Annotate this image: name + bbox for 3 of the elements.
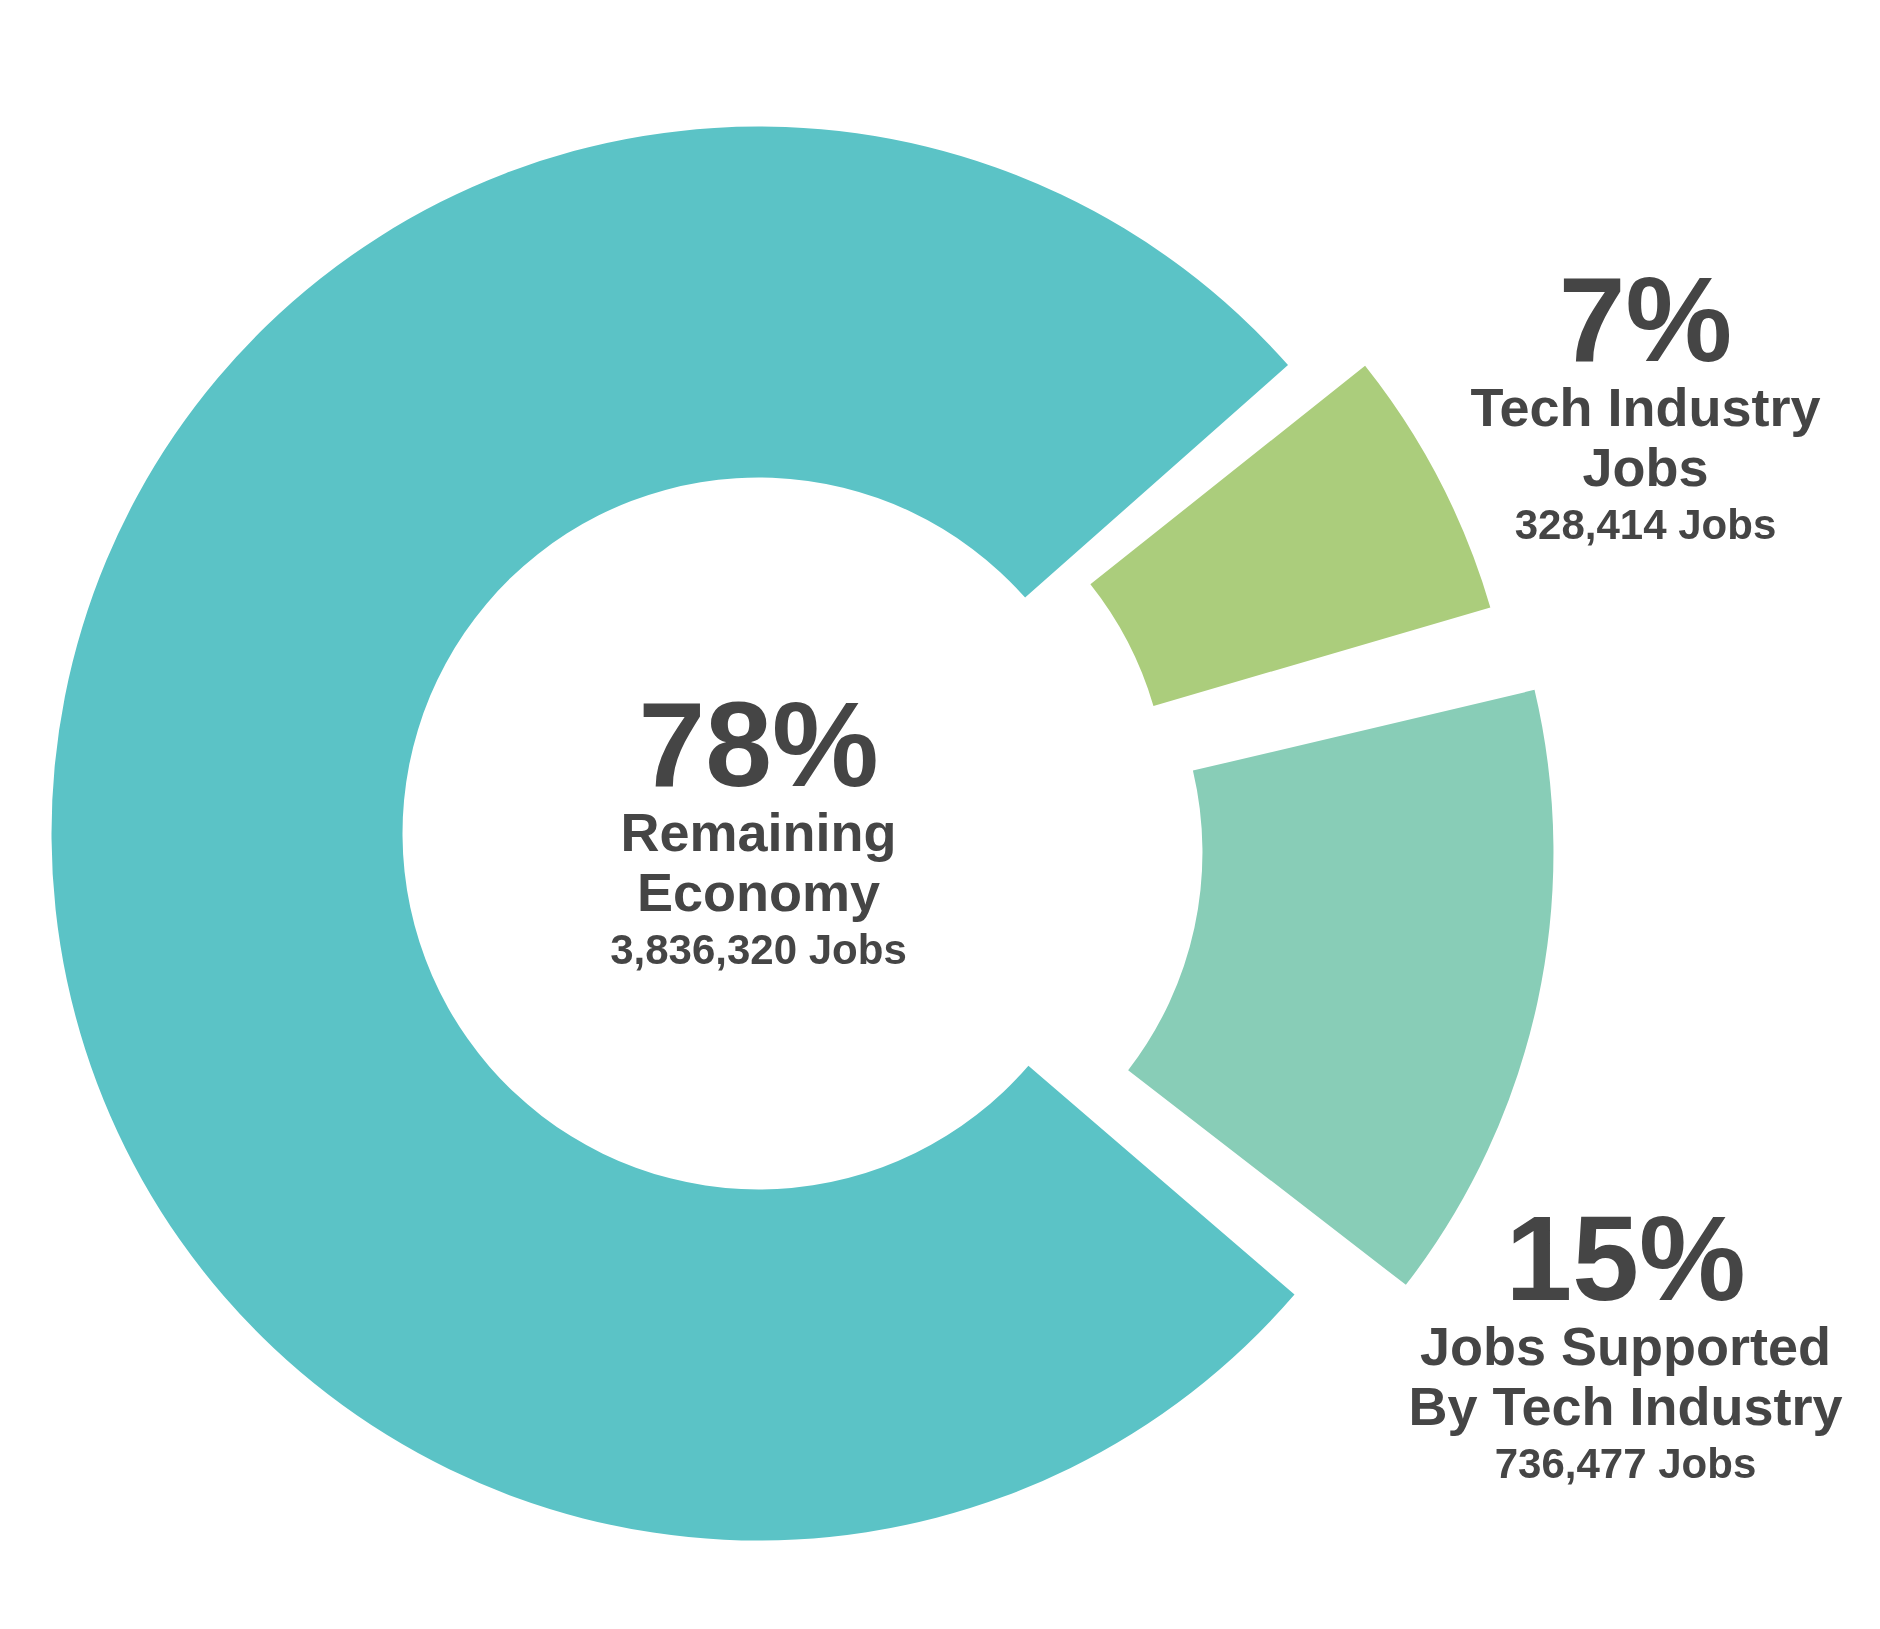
text: 328,414 Jobs <box>1514 501 1777 548</box>
text: 736,477 Jobs <box>1494 1440 1757 1487</box>
text: 3,836,320 Jobs <box>610 926 907 973</box>
